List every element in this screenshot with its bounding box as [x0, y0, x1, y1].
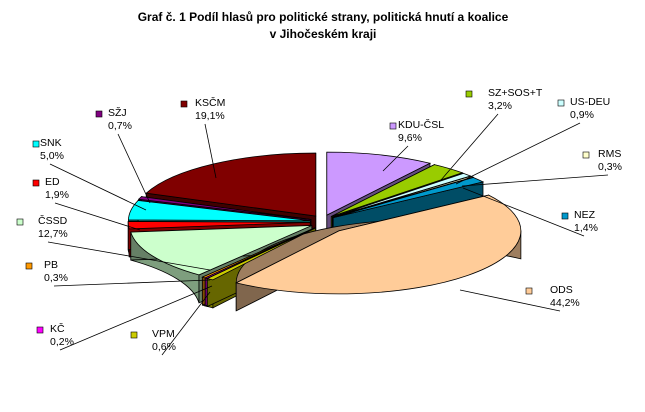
- slice-label-value-3: 0,3%: [598, 161, 622, 173]
- slice-label-name-4: NEZ: [574, 209, 596, 221]
- legend-marker-3: [582, 151, 590, 159]
- slice-label-value-11: 5,0%: [40, 150, 64, 162]
- pie-slice-11: [127, 200, 311, 222]
- slice-label-name-6: VPM: [152, 328, 175, 340]
- slice-label-value-9: 12,7%: [38, 228, 68, 240]
- slice-label-name-11: SNK: [40, 137, 62, 149]
- slice-label-name-8: PB: [44, 259, 58, 271]
- chart-title-line-1: Graf č. 1 Podíl hlasů pro politické stra…: [138, 10, 509, 24]
- legend-marker-5: [525, 287, 533, 295]
- slice-label-value-8: 0,3%: [44, 272, 68, 284]
- pie-slice-12: [137, 196, 312, 220]
- legend-marker-12: [95, 110, 103, 118]
- legend-marker-2: [557, 99, 565, 107]
- legend-marker-6: [130, 331, 138, 339]
- slice-label-value-2: 0,9%: [570, 109, 594, 121]
- pie-slice-10: [127, 221, 311, 230]
- slice-label-value-10: 1,9%: [45, 189, 69, 201]
- leader-line-7: [59, 285, 213, 351]
- leader-line-12: [117, 133, 151, 204]
- legend-marker-8: [25, 262, 33, 270]
- legend-marker-9: [16, 218, 24, 226]
- leader-line-4: [462, 187, 585, 237]
- leader-line-1: [440, 113, 499, 181]
- chart-title-line-2: v Jihočeském kraji: [270, 27, 377, 41]
- leader-line-13: [204, 123, 217, 179]
- slice-label-name-13: KSČM: [195, 96, 225, 109]
- slice-label-value-0: 9,6%: [398, 132, 422, 144]
- slice-label-name-12: SŽJ: [108, 106, 127, 119]
- legend-marker-4: [561, 212, 569, 220]
- slice-label-value-6: 0,6%: [152, 341, 176, 353]
- slice-label-name-10: ED: [45, 176, 60, 188]
- legend-marker-1: [465, 90, 473, 98]
- leader-line-8: [53, 279, 211, 287]
- legend-marker-7: [36, 326, 44, 334]
- slice-label-name-5: ODS: [550, 284, 573, 296]
- leader-line-9: [47, 241, 211, 271]
- slice-label-value-13: 19,1%: [195, 110, 225, 122]
- leader-line-3: [461, 174, 609, 187]
- slice-label-name-0: KDU-ČSL: [398, 118, 444, 131]
- legend-marker-13: [180, 100, 188, 108]
- pie-slice-4: [333, 177, 485, 219]
- slice-label-value-5: 44,2%: [550, 297, 580, 309]
- leader-line-10: [54, 202, 141, 231]
- slice-label-name-3: RMS: [598, 148, 621, 160]
- slice-label-value-4: 1,4%: [574, 222, 598, 234]
- slice-label-name-1: SZ+SOS+T: [488, 87, 543, 99]
- leader-line-6: [161, 291, 211, 356]
- slice-label-value-1: 3,2%: [488, 100, 512, 112]
- pie-slice-9: [130, 225, 312, 276]
- legend-marker-11: [32, 140, 40, 148]
- legend-marker-10: [32, 179, 40, 187]
- pie-slice-1: [331, 164, 464, 217]
- pie-slice-3: [332, 175, 475, 218]
- leader-line-11: [49, 163, 147, 211]
- leader-line-2: [455, 122, 581, 185]
- slice-label-name-2: US-DEU: [570, 96, 610, 108]
- pie-slice-0: [326, 151, 432, 216]
- legend-marker-0: [389, 122, 397, 130]
- slice-label-value-7: 0,2%: [50, 336, 74, 348]
- slice-label-value-12: 0,7%: [108, 120, 132, 132]
- slice-label-name-9: ČSSD: [38, 214, 68, 227]
- pie-slice-8: [201, 227, 316, 279]
- pie-slice-5: [235, 194, 522, 295]
- leader-line-5: [459, 289, 561, 312]
- pie-slices: [127, 151, 522, 312]
- leader-line-0: [382, 145, 409, 172]
- slice-label-name-7: KČ: [50, 322, 65, 335]
